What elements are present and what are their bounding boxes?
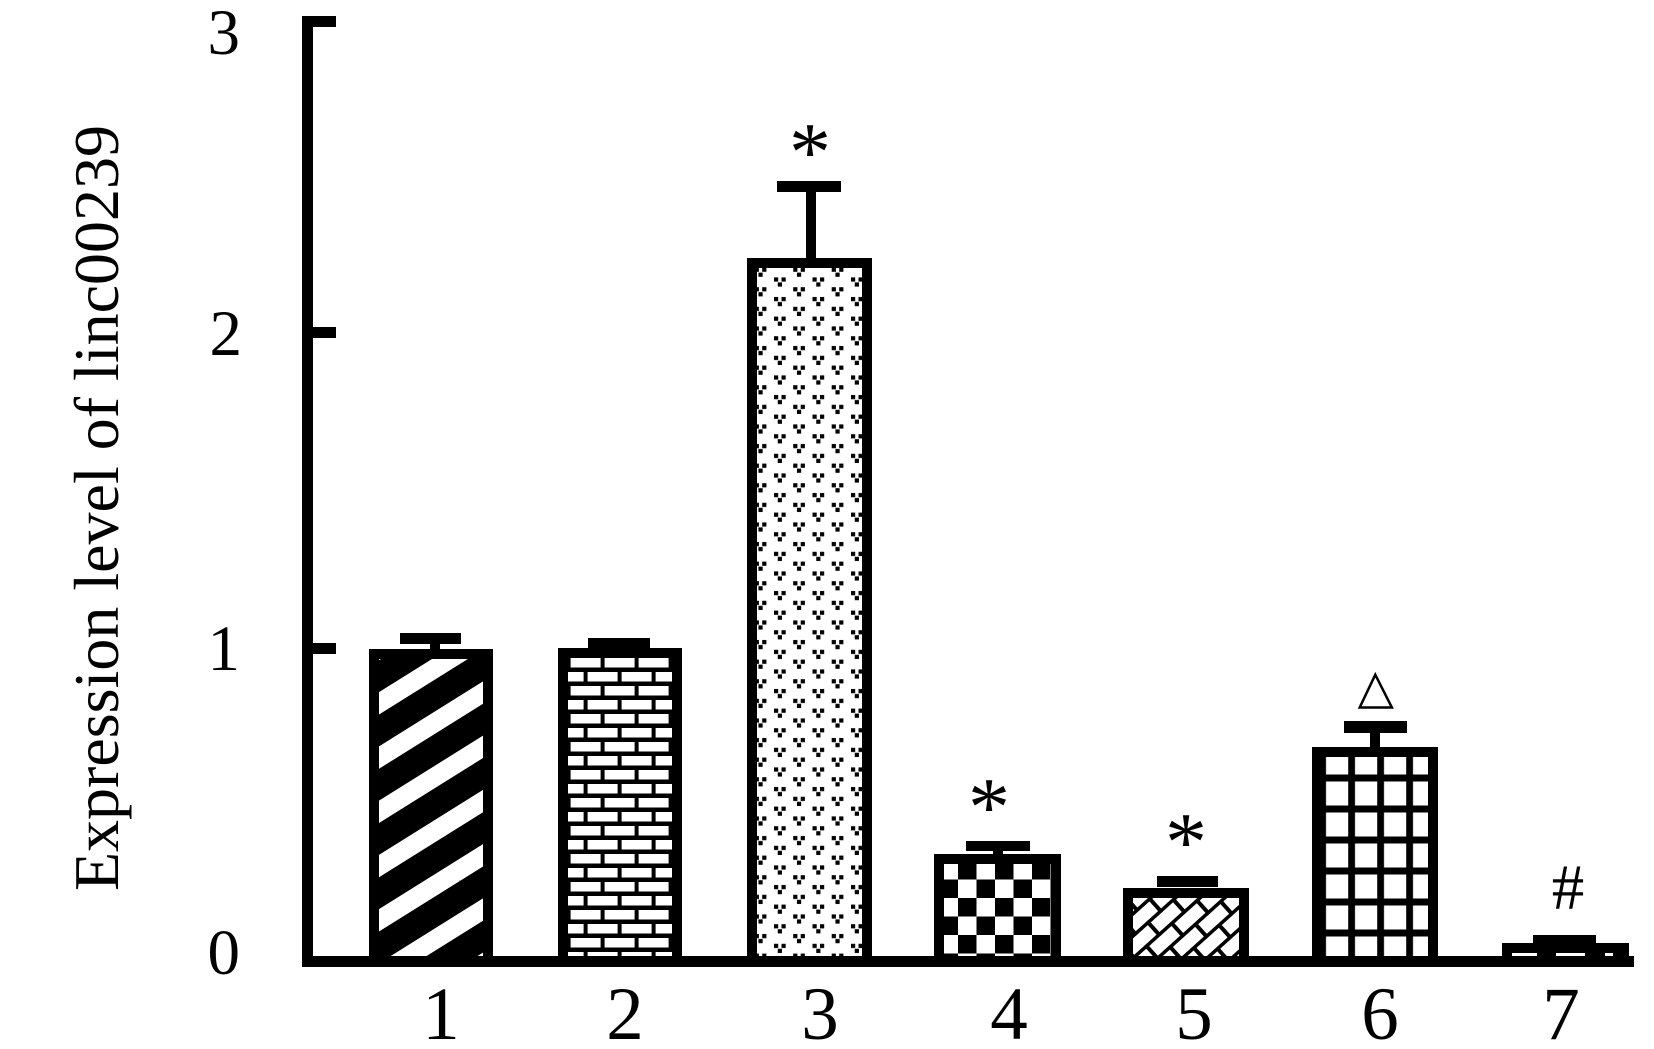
svg-text:0: 0	[208, 917, 241, 989]
svg-text:#: #	[1552, 852, 1585, 924]
svg-text:3: 3	[208, 0, 241, 69]
svg-text:1: 1	[208, 613, 241, 685]
svg-text:5: 5	[1175, 973, 1213, 1049]
svg-text:7: 7	[1542, 973, 1580, 1049]
svg-text:Expression level of linc00239: Expression level of linc00239	[61, 125, 132, 891]
svg-text:1: 1	[422, 973, 460, 1049]
svg-text:6: 6	[1361, 973, 1399, 1049]
svg-text:2: 2	[210, 298, 243, 370]
svg-text:*: *	[789, 106, 831, 199]
svg-text:4: 4	[990, 973, 1028, 1049]
svg-text:3: 3	[801, 973, 839, 1049]
svg-text:2: 2	[606, 973, 644, 1049]
svg-text:*: *	[968, 761, 1010, 854]
svg-text:*: *	[1165, 796, 1207, 889]
